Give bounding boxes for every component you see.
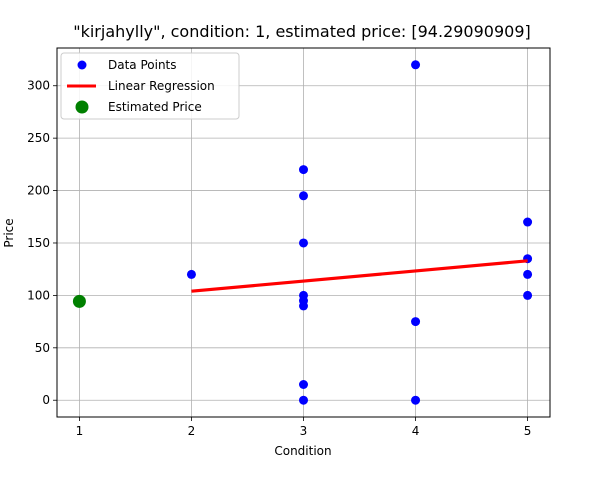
legend-data-points-marker — [77, 60, 87, 70]
data-point — [299, 395, 308, 405]
chart-marks — [72, 60, 533, 405]
data-point — [299, 238, 308, 248]
x-tick-label: 5 — [524, 424, 532, 438]
y-tick-label: 300 — [27, 79, 50, 93]
data-point — [299, 191, 308, 201]
data-point — [523, 290, 533, 300]
x-tick-label: 3 — [300, 424, 308, 438]
data-point — [299, 301, 308, 311]
y-tick-label: 100 — [27, 288, 50, 302]
data-point — [411, 395, 421, 405]
data-point — [411, 60, 421, 70]
y-tick-label: 0 — [42, 393, 50, 407]
regression-line — [191, 259, 528, 293]
x-tick-label: 1 — [76, 424, 84, 438]
legend-regression-label: Linear Regression — [108, 79, 215, 93]
y-axis-label: Price — [2, 218, 16, 247]
legend-box — [60, 52, 240, 120]
legend-estimated-label: Estimated Price — [108, 100, 202, 114]
estimated-price-point — [72, 294, 86, 308]
data-point — [299, 380, 308, 390]
data-point — [523, 217, 533, 227]
y-tick-label: 150 — [27, 236, 50, 250]
data-point — [299, 165, 308, 175]
data-point — [186, 269, 196, 279]
x-axis-label: Condition — [274, 444, 331, 458]
legend: Data Points Linear Regression Estimated … — [60, 52, 240, 120]
y-tick-label: 250 — [27, 131, 50, 145]
x-tick-label: 4 — [412, 424, 420, 438]
legend-estimated-marker — [75, 100, 89, 114]
y-tick-label: 200 — [27, 184, 50, 198]
plot-frame — [56, 47, 551, 418]
data-point — [523, 269, 533, 279]
x-tick-label: 2 — [188, 424, 196, 438]
data-point — [411, 317, 421, 327]
chart-title: "kirjahylly", condition: 1, estimated pr… — [73, 22, 531, 41]
y-tick-label: 50 — [35, 341, 50, 355]
legend-data-points-label: Data Points — [108, 58, 177, 72]
